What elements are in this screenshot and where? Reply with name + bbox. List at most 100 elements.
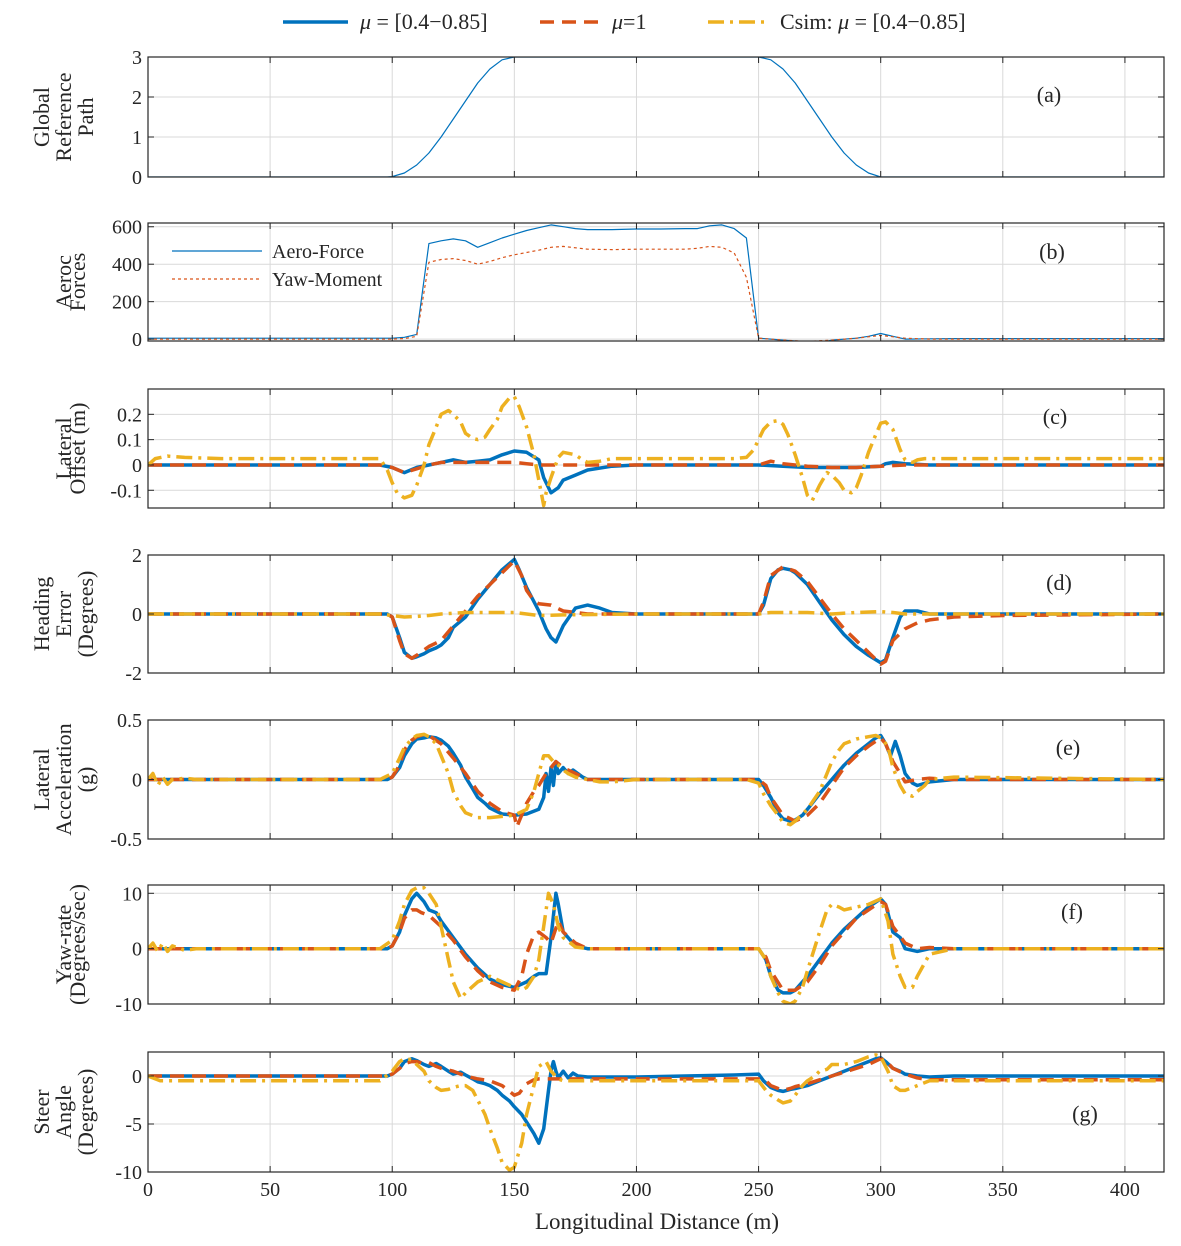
panel-label: (d)	[1046, 570, 1072, 595]
series-line-1	[148, 57, 1164, 177]
panel-label: (g)	[1072, 1101, 1098, 1126]
legend-range: = [0.4−0.85]	[849, 9, 965, 34]
inset-legend-label: Aero-Force	[272, 241, 364, 263]
y-axis-label-line: (Degrees)	[73, 571, 98, 658]
y-axis-label-line: Global	[29, 87, 54, 147]
panel-f: -10 0 10 Yaw-rate(Degrees/sec) (f)	[51, 883, 1165, 1016]
y-tick-label: -2	[125, 663, 142, 685]
y-tick-label: 0	[132, 939, 142, 961]
series-line-3	[148, 1053, 1164, 1172]
x-tick-label: 250	[744, 1179, 774, 1201]
axes-frame	[147, 884, 1165, 1005]
y-axis-label-line: Reference	[51, 72, 76, 161]
y-axis-label-line: Forces	[65, 253, 90, 312]
x-tick-label: 300	[866, 1179, 896, 1201]
y-axis-label-line: Heading	[29, 577, 54, 652]
panels: 0123GlobalReferencePath(a)0200400600Aero…	[29, 47, 1165, 1201]
x-tick-label: 50	[260, 1179, 280, 1201]
series-line-2	[148, 459, 1164, 475]
y-tick-label: -0.1	[110, 480, 142, 502]
series-line-3	[148, 609, 1164, 619]
y-tick-label: 0	[132, 167, 142, 189]
legend-range: = [0.4−0.85]	[371, 9, 487, 34]
y-axis-label-line: Aeroc	[51, 255, 76, 309]
panel-label: (f)	[1061, 899, 1083, 924]
series-line-3	[148, 886, 1164, 1004]
legend-box	[268, 0, 1028, 46]
inset-legend-label: Yaw-Moment	[272, 269, 383, 291]
plot-area	[148, 1052, 1164, 1172]
y-tick-label: 0	[132, 770, 142, 792]
panel-label: (a)	[1037, 82, 1061, 107]
axes-frame	[147, 1051, 1165, 1173]
y-tick-label: 2	[132, 545, 142, 567]
x-tick-label: 400	[1110, 1179, 1140, 1201]
y-axis-label-line: (g)	[73, 767, 98, 793]
legend-label-1: μ = [0.4−0.85]	[359, 9, 488, 34]
x-tick-label: 0	[143, 1179, 153, 1201]
y-tick-label: 400	[112, 254, 142, 276]
y-tick-label: 2	[132, 87, 142, 109]
y-tick-label: 1	[132, 127, 142, 149]
y-axis-label-line: Lateral	[51, 417, 76, 479]
plot-area	[148, 223, 1164, 341]
y-axis-label-line: Acceleration	[51, 723, 76, 835]
plot-area	[148, 885, 1164, 1004]
x-tick-label: 350	[988, 1179, 1018, 1201]
y-axis-label-line: Steer	[29, 1089, 54, 1135]
x-tick-label: 150	[499, 1179, 529, 1201]
y-axis-label-line: Yaw-rate	[51, 905, 76, 985]
panel-label: (b)	[1039, 239, 1065, 264]
panel-label: (c)	[1043, 404, 1067, 429]
plot-area	[148, 57, 1164, 177]
y-tick-label: 0	[132, 329, 142, 351]
legend-range: =1	[623, 9, 646, 34]
y-axis-label-line: Offset (m)	[65, 403, 90, 495]
series-line-3	[148, 394, 1164, 508]
series-line-1	[148, 1056, 1164, 1145]
x-tick-label: 100	[377, 1179, 407, 1201]
series-line-1	[148, 557, 1164, 665]
legend: μ = [0.4−0.85] μ=1 Csim: μ = [0.4−0.85]	[268, 0, 1028, 46]
y-tick-label: 3	[132, 47, 142, 69]
y-axis-label-line: (Degrees/sec)	[65, 884, 90, 1005]
legend-label-3: Csim: μ = [0.4−0.85]	[780, 9, 966, 34]
y-tick-label: 0	[132, 604, 142, 626]
y-tick-label: -0.5	[110, 829, 142, 851]
y-tick-label: -5	[125, 1114, 142, 1136]
y-tick-label: 600	[112, 217, 142, 239]
y-tick-label: 0.5	[117, 710, 142, 732]
y-axis-label-line: (Degrees)	[73, 1069, 98, 1156]
y-tick-label: 10	[122, 883, 142, 905]
legend-prefix: Csim:	[780, 9, 838, 34]
panel-label: (e)	[1056, 735, 1080, 760]
y-tick-label: -10	[115, 994, 142, 1016]
plot-area	[148, 389, 1164, 508]
y-axis-label-line: Error	[51, 590, 76, 637]
y-tick-label: 200	[112, 292, 142, 314]
x-tick-label: 200	[621, 1179, 651, 1201]
y-tick-label: 0.1	[117, 430, 142, 452]
y-axis-label-line: Angle	[51, 1085, 76, 1139]
axes-frame	[147, 388, 1165, 509]
legend-label-2: μ=1	[611, 9, 646, 34]
y-tick-label: 0	[132, 455, 142, 477]
y-tick-label: -10	[115, 1162, 142, 1184]
y-axis-label-line: Path	[73, 97, 98, 136]
y-tick-label: 0	[132, 1066, 142, 1088]
legend-symbol: μ	[837, 9, 849, 34]
legend-symbol: μ	[611, 9, 623, 34]
series-line-2	[148, 899, 1164, 992]
y-axis-label-line: Lateral	[29, 748, 54, 810]
y-tick-label: 0.2	[117, 404, 142, 426]
x-axis-label-group: Longitudinal Distance (m)	[535, 1209, 779, 1234]
series-line-3	[148, 732, 1164, 827]
axes-frame	[147, 56, 1165, 178]
